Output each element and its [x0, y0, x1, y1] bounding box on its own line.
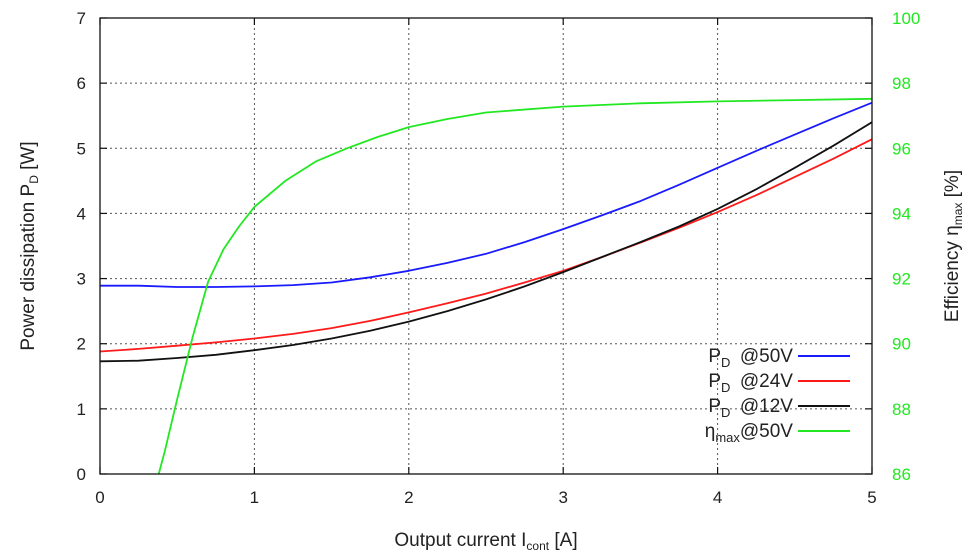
x-tick-label: 1	[250, 488, 259, 507]
legend-label-eta: ηmax@50V	[705, 421, 794, 445]
tick-labels: 0 1 2 3 4 5 0 1 2 3 4 5 6 7 86 88 90 92 94 96 98 100	[77, 9, 921, 507]
y-tick-label: 4	[77, 204, 86, 223]
series-line-pd24	[100, 138, 872, 353]
tick-marks	[99, 17, 873, 475]
y2-tick-label: 88	[892, 400, 911, 419]
x-tick-label: 4	[713, 488, 722, 507]
y-tick-label: 7	[77, 9, 86, 28]
y-tick-label: 6	[77, 74, 86, 93]
plot-frame	[99, 17, 873, 475]
series-line-pd12	[100, 121, 872, 363]
y-tick-label: 1	[77, 400, 86, 419]
legend-label-pd50: PD @50V	[708, 346, 793, 370]
grid	[100, 18, 872, 474]
series-clip	[100, 97, 872, 474]
x-tick-label: 2	[404, 488, 413, 507]
series-line-eta	[157, 97, 872, 474]
x-tick-label: 3	[558, 488, 567, 507]
y2-tick-label: 94	[892, 204, 911, 223]
y2-tick-label: 96	[892, 139, 911, 158]
y-tick-label: 3	[77, 270, 86, 289]
x-axis-title: Output current Icont [A]	[394, 530, 577, 553]
y2-tick-label: 100	[892, 9, 920, 28]
y-tick-label: 5	[77, 139, 86, 158]
y2-tick-label: 98	[892, 74, 911, 93]
x-tick-label: 0	[95, 488, 104, 507]
y-tick-label: 0	[77, 465, 86, 484]
legend-label-pd12: PD @12V	[708, 396, 793, 420]
y2-axis-title: Efficiency ηmax [%]	[942, 170, 965, 322]
y2-tick-label: 90	[892, 335, 911, 354]
y2-tick-label: 86	[892, 465, 911, 484]
x-tick-label: 5	[867, 488, 876, 507]
y-tick-label: 2	[77, 335, 86, 354]
y-axis-title: Power dissipation PD [W]	[18, 141, 41, 350]
y2-tick-label: 92	[892, 270, 911, 289]
series-line-pd50	[100, 101, 872, 288]
legend-label-pd24: PD @24V	[708, 371, 793, 395]
series-group	[100, 97, 872, 474]
